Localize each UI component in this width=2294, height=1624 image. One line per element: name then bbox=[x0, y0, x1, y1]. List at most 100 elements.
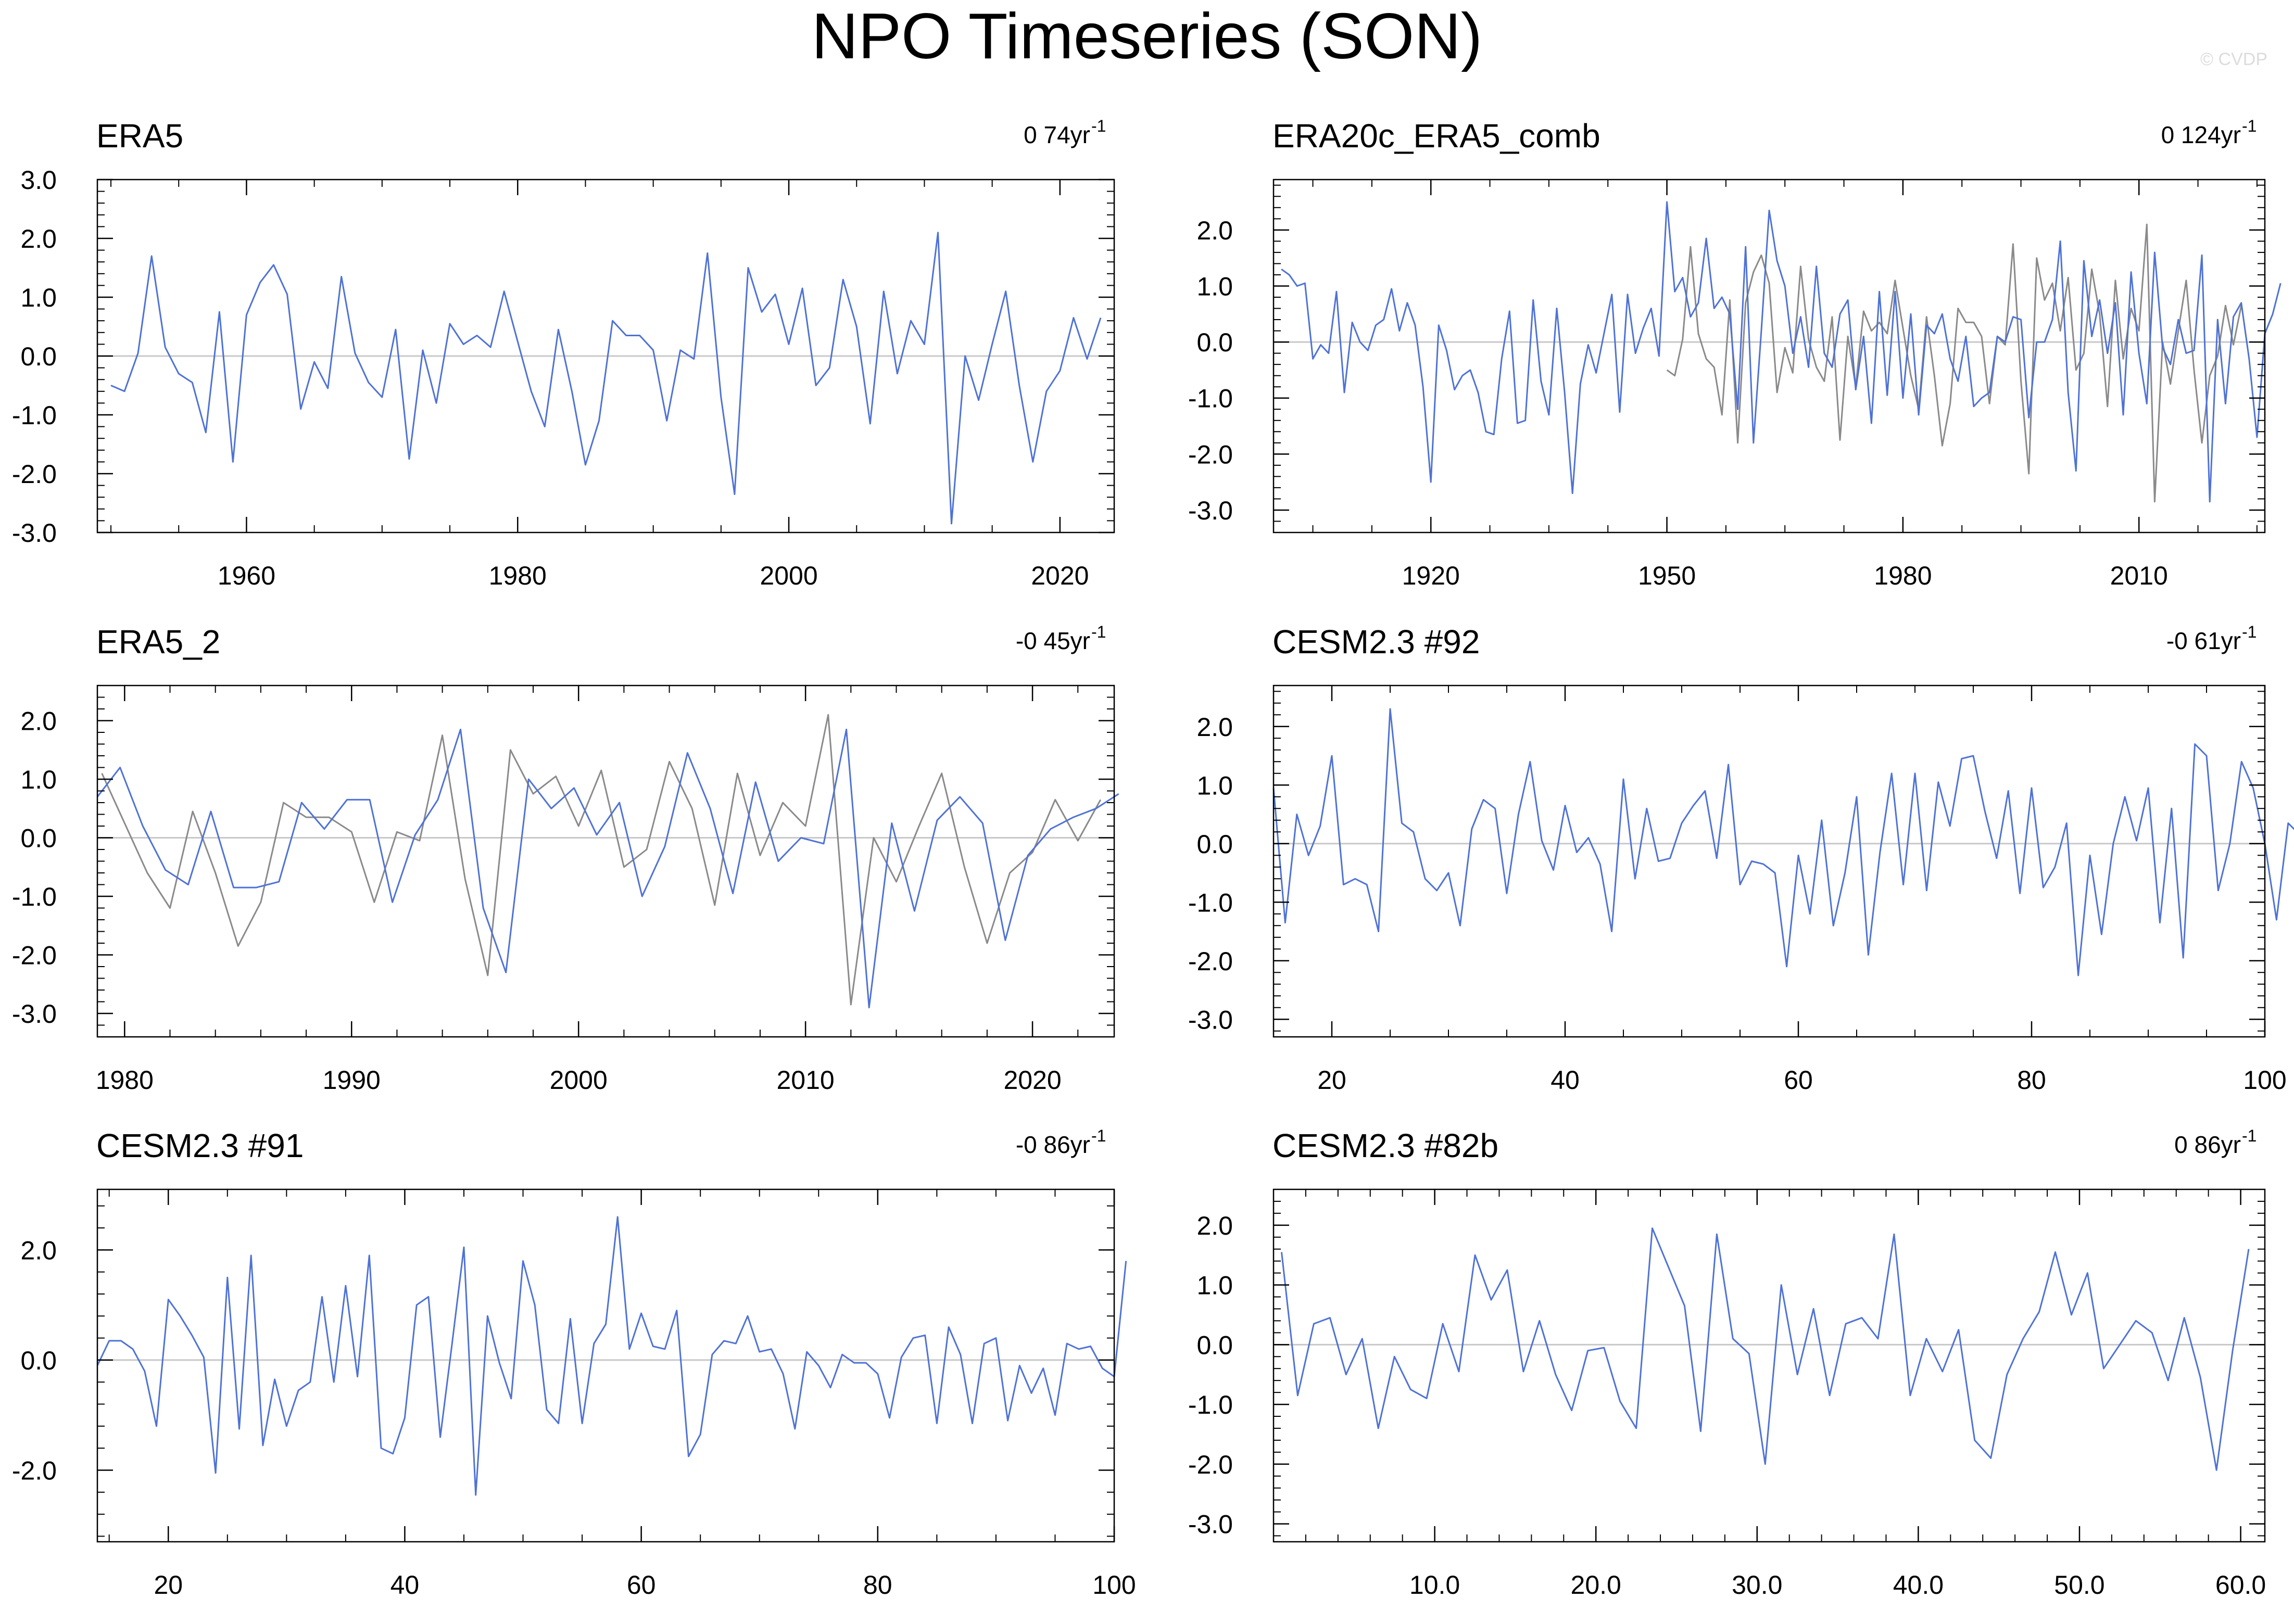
trend-label: -0 61yr bbox=[2166, 627, 2241, 654]
panel-1: ERA5 0 74yr -1 1960 1980 2000 2020 -3.0 -2.0 -1.0… bbox=[12, 117, 1115, 590]
panel-title: ERA20c_ERA5_comb bbox=[1272, 117, 1600, 155]
y-tick-label: -2.0 bbox=[1188, 1450, 1233, 1479]
x-tick-label: 40.0 bbox=[1893, 1570, 1944, 1600]
x-tick-label: 20 bbox=[154, 1570, 183, 1600]
x-tick-label: 10.0 bbox=[1409, 1570, 1460, 1600]
panel-3: ERA5_2 -0 45yr -1 1980 1990 2000 2010 2020 -3.0 -… bbox=[12, 623, 1119, 1095]
plot-frame bbox=[96, 1188, 1115, 1543]
trend-exponent: -1 bbox=[2242, 117, 2257, 135]
x-tick-label: 2000 bbox=[760, 561, 817, 590]
trend-label: 0 124yr bbox=[2161, 121, 2241, 148]
y-tick-label: 0.0 bbox=[1196, 1330, 1233, 1360]
x-tick-label: 60 bbox=[1784, 1065, 1813, 1095]
y-tick-label: -3.0 bbox=[1188, 496, 1233, 525]
y-tick-label: -2.0 bbox=[1188, 947, 1233, 976]
y-tick-label: 2.0 bbox=[20, 1236, 57, 1265]
y-tick-label: -2.0 bbox=[12, 1456, 57, 1485]
y-tick-label: -2.0 bbox=[12, 941, 57, 970]
x-tick-label: 2010 bbox=[2110, 561, 2168, 590]
primary-series-line bbox=[96, 1216, 1127, 1496]
trend-exponent: -1 bbox=[1091, 117, 1106, 135]
y-tick-label: 0.0 bbox=[1196, 328, 1233, 357]
y-tick-label: -1.0 bbox=[12, 882, 57, 911]
y-tick-label: 2.0 bbox=[1196, 713, 1233, 742]
trend-label: -0 45yr bbox=[1016, 627, 1090, 654]
x-tick-label: 60 bbox=[627, 1570, 656, 1600]
x-tick-label: 50.0 bbox=[2054, 1570, 2104, 1600]
panel-6: CESM2.3 #82b 0 86yr -1 10.0 20.0 30.0 40.0 50.0… bbox=[1188, 1126, 2266, 1600]
y-tick-label: 0.0 bbox=[20, 1346, 57, 1375]
primary-series-line bbox=[1272, 708, 2294, 976]
x-tick-label: 1980 bbox=[1874, 561, 1932, 590]
x-tick-label: 20.0 bbox=[1571, 1570, 1621, 1600]
y-tick-label: -1.0 bbox=[1188, 888, 1233, 917]
x-tick-label: 40 bbox=[1551, 1065, 1580, 1095]
y-tick-label: 1.0 bbox=[1196, 1271, 1233, 1300]
x-tick-label: 40 bbox=[390, 1570, 420, 1600]
x-tick-label: 100 bbox=[2243, 1065, 2286, 1095]
x-tick-label: 1920 bbox=[1402, 561, 1460, 590]
x-tick-label: 1960 bbox=[218, 561, 275, 590]
figure-title: NPO Timeseries (SON) bbox=[812, 1, 1482, 72]
panel-5: CESM2.3 #91 -0 86yr -1 20 40 60 80 100 -2.0 0.0 2.… bbox=[12, 1126, 1136, 1600]
panel-title: CESM2.3 #92 bbox=[1272, 623, 1480, 661]
x-tick-label: 2000 bbox=[550, 1065, 608, 1095]
x-tick-label: 1950 bbox=[1638, 561, 1696, 590]
panel-title: CESM2.3 #91 bbox=[96, 1127, 304, 1164]
trend-exponent: -1 bbox=[1091, 1126, 1106, 1145]
y-tick-label: 1.0 bbox=[20, 283, 57, 312]
y-tick-label: -3.0 bbox=[1188, 1510, 1233, 1539]
plot-frame bbox=[96, 684, 1115, 1038]
trend-exponent: -1 bbox=[1091, 623, 1106, 641]
x-tick-label: 1990 bbox=[323, 1065, 381, 1095]
y-tick-label: -2.0 bbox=[1188, 440, 1233, 469]
y-tick-label: 1.0 bbox=[1196, 771, 1233, 800]
y-tick-label: 0.0 bbox=[20, 824, 57, 853]
plot-frame bbox=[1272, 179, 2266, 534]
primary-series-line bbox=[110, 232, 1102, 525]
y-tick-label: -1.0 bbox=[12, 401, 57, 430]
x-tick-label: 1980 bbox=[489, 561, 547, 590]
trend-label: 0 86yr bbox=[2174, 1131, 2241, 1158]
y-tick-label: 0.0 bbox=[20, 342, 57, 371]
y-tick-label: -3.0 bbox=[12, 518, 57, 548]
y-tick-label: 3.0 bbox=[20, 166, 57, 195]
y-tick-label: -3.0 bbox=[1188, 1005, 1233, 1034]
cvdp-watermark: © CVDP bbox=[2200, 49, 2267, 69]
y-tick-label: 1.0 bbox=[20, 765, 57, 794]
panel-title: ERA5_2 bbox=[96, 623, 220, 661]
plot-frame bbox=[1272, 1188, 2266, 1543]
y-tick-label: 0.0 bbox=[1196, 830, 1233, 859]
primary-series-line bbox=[1281, 201, 2282, 503]
trend-exponent: -1 bbox=[2242, 623, 2257, 641]
plot-frame bbox=[1272, 684, 2266, 1038]
panel-4: CESM2.3 #92 -0 61yr -1 20 40 60 80 100 -3.0 -2.0 -… bbox=[1188, 623, 2294, 1095]
y-tick-label: 1.0 bbox=[1196, 272, 1233, 301]
y-tick-label: -1.0 bbox=[1188, 384, 1233, 413]
x-tick-label: 60.0 bbox=[2215, 1570, 2266, 1600]
primary-series-line bbox=[96, 728, 1119, 1009]
x-tick-label: 80 bbox=[863, 1570, 892, 1600]
x-tick-label: 2020 bbox=[1031, 561, 1089, 590]
y-tick-label: -3.0 bbox=[12, 999, 57, 1029]
comparison-series-line bbox=[101, 714, 1102, 1006]
primary-series-line bbox=[1281, 1227, 2250, 1471]
trend-label: -0 86yr bbox=[1016, 1131, 1090, 1158]
x-tick-label: 20 bbox=[1317, 1065, 1346, 1095]
y-tick-label: 2.0 bbox=[20, 224, 57, 253]
y-tick-label: -1.0 bbox=[1188, 1390, 1233, 1419]
panel-title: ERA5 bbox=[96, 117, 183, 155]
trend-label: 0 74yr bbox=[1024, 121, 1090, 148]
panel-2: ERA20c_ERA5_comb 0 124yr -1 1920 1950 1980 201… bbox=[1188, 117, 2282, 590]
y-tick-label: 2.0 bbox=[1196, 216, 1233, 245]
y-tick-label: -2.0 bbox=[12, 460, 57, 489]
y-tick-label: 2.0 bbox=[20, 707, 57, 736]
x-tick-label: 2020 bbox=[1003, 1065, 1061, 1095]
y-tick-label: 2.0 bbox=[1196, 1211, 1233, 1240]
x-tick-label: 30.0 bbox=[1732, 1570, 1782, 1600]
comparison-series-line bbox=[1666, 223, 2242, 503]
x-tick-label: 1980 bbox=[96, 1065, 154, 1095]
x-tick-label: 100 bbox=[1092, 1570, 1136, 1600]
